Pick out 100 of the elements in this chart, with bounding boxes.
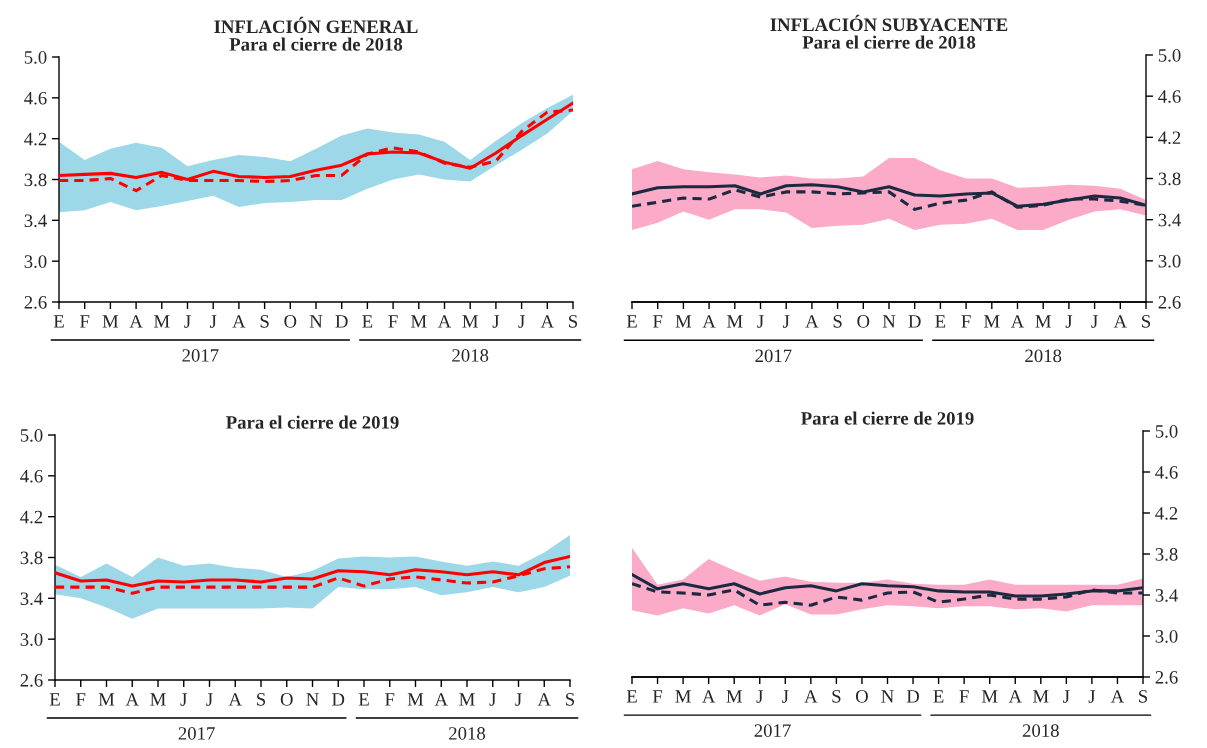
- chart-title: Para el cierre de 2019: [801, 411, 974, 425]
- x-tick-label: A: [804, 690, 818, 703]
- x-tick-label: N: [881, 690, 894, 703]
- y-tick-label: 2.6: [24, 296, 47, 309]
- x-tick-label: J: [1091, 315, 1098, 328]
- x-tick-label: S: [833, 315, 842, 328]
- x-tick-label: A: [805, 315, 819, 328]
- x-tick-label: A: [232, 315, 246, 328]
- y2-tick-label: 3.8: [1155, 548, 1178, 561]
- y-tick-label: 3.4: [20, 592, 43, 606]
- x-tick-label: N: [309, 315, 323, 328]
- x-tick-label: E: [362, 315, 373, 328]
- x-tick-label: S: [569, 315, 578, 328]
- x-tick-label: A: [1010, 315, 1025, 328]
- y2-tick-label: 3.4: [1158, 213, 1181, 227]
- text: 2017: [178, 727, 215, 740]
- x-tick-label: J: [756, 690, 763, 703]
- x-tick-label: S: [1142, 315, 1151, 328]
- x-tick-label: A: [1110, 690, 1125, 703]
- x-tick-label: S: [566, 693, 575, 706]
- x-tick-label: O: [280, 693, 293, 706]
- x-tick-label: F: [653, 315, 663, 328]
- x-tick-label: D: [908, 315, 921, 328]
- x-tick-label: A: [437, 315, 452, 328]
- x-tick-label: M: [726, 690, 742, 703]
- x-tick-label: J: [1063, 690, 1070, 703]
- y2-tick-label: 3.8: [1158, 172, 1181, 186]
- x-tick-label: J: [1088, 690, 1096, 703]
- y2-tick-label: 3.4: [1155, 589, 1178, 602]
- x-tick-label: F: [961, 315, 971, 328]
- y-tick-label: 2.6: [20, 674, 43, 687]
- chart-subtitle: Para el cierre de 2018: [229, 37, 403, 51]
- x-tick-label: J: [180, 693, 187, 706]
- x-tick-label: J: [515, 693, 522, 706]
- x-tick-label: O: [855, 690, 868, 703]
- x-tick-label: E: [358, 693, 369, 706]
- text: 2017: [754, 724, 791, 737]
- x-tick-label: D: [335, 315, 348, 328]
- y-tick-label: 4.2: [24, 132, 47, 146]
- x-tick-label: M: [411, 315, 427, 328]
- x-tick-label: D: [332, 693, 345, 706]
- y2-tick-label: 5.0: [1155, 425, 1178, 438]
- x-tick-label: M: [981, 690, 998, 703]
- x-tick-label: A: [537, 693, 551, 706]
- y-tick-label: 4.2: [20, 510, 43, 524]
- x-tick-label: D: [906, 690, 920, 703]
- x-tick-label: M: [150, 693, 166, 706]
- x-tick-label: E: [626, 315, 637, 328]
- chart-subtitle: Para el cierre de 2018: [802, 35, 976, 49]
- x-tick-label: O: [857, 315, 870, 328]
- x-tick-label: A: [1113, 315, 1127, 328]
- x-tick-label: J: [757, 315, 764, 328]
- x-tick-label: J: [518, 315, 525, 328]
- x-tick-label: M: [984, 315, 1000, 328]
- y-tick-label: 3.8: [20, 551, 43, 565]
- chart-title: Para el cierre de 2019: [226, 415, 399, 429]
- x-tick-label: S: [257, 693, 266, 706]
- x-tick-label: M: [1035, 315, 1051, 328]
- x-tick-label: A: [1008, 690, 1022, 703]
- x-tick-label: M: [407, 693, 424, 706]
- x-tick-label: E: [49, 693, 60, 706]
- x-tick-label: M: [102, 315, 119, 328]
- x-tick-label: J: [1065, 315, 1073, 328]
- x-tick-label: M: [98, 693, 115, 706]
- y-tick-label: 3.0: [20, 633, 43, 646]
- x-tick-label: A: [702, 690, 716, 703]
- y-tick-label: 4.6: [20, 469, 43, 483]
- y-tick-label: 5.0: [20, 429, 43, 442]
- x-tick-label: J: [184, 315, 191, 328]
- x-tick-label: A: [434, 693, 448, 706]
- text: 2018: [1022, 724, 1059, 737]
- x-tick-label: A: [540, 315, 554, 328]
- x-tick-label: F: [959, 690, 969, 703]
- x-tick-label: M: [675, 690, 691, 703]
- x-tick-label: S: [260, 315, 269, 328]
- x-tick-label: F: [385, 693, 395, 706]
- y2-tick-label: 3.0: [1155, 630, 1178, 643]
- y2-tick-label: 5.0: [1158, 49, 1181, 62]
- x-tick-label: J: [492, 315, 500, 328]
- text: 2018: [1025, 349, 1062, 363]
- text: 2018: [449, 727, 486, 740]
- y2-tick-label: 4.6: [1155, 466, 1178, 479]
- chart-title: INFLACIÓN GENERAL: [214, 16, 418, 34]
- x-tick-label: F: [80, 315, 90, 328]
- x-tick-label: A: [702, 315, 716, 328]
- text: 2018: [452, 349, 489, 362]
- y2-tick-label: 2.6: [1158, 296, 1181, 309]
- x-tick-label: J: [206, 693, 213, 706]
- x-tick-label: M: [154, 315, 170, 328]
- x-tick-label: O: [284, 315, 297, 328]
- x-tick-label: M: [727, 315, 743, 328]
- x-tick-label: E: [935, 315, 946, 328]
- x-tick-label: M: [459, 693, 475, 706]
- x-tick-label: E: [933, 690, 944, 703]
- x-tick-label: M: [462, 315, 478, 328]
- x-tick-label: F: [388, 315, 398, 328]
- x-tick-label: E: [53, 315, 64, 328]
- y-tick-label: 5.0: [24, 51, 47, 64]
- x-tick-label: J: [782, 690, 789, 703]
- x-tick-label: A: [125, 693, 139, 706]
